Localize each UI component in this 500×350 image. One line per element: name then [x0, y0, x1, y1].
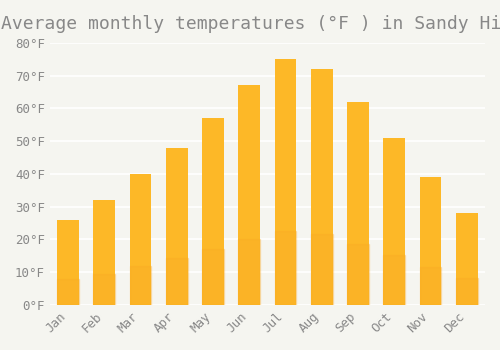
Bar — [166, 148, 188, 305]
Bar — [238, 85, 260, 305]
Bar — [384, 138, 405, 305]
Bar — [456, 278, 477, 305]
Bar — [347, 102, 369, 305]
Bar — [311, 234, 332, 305]
Bar — [130, 266, 152, 305]
Bar — [166, 258, 188, 305]
Bar — [274, 231, 296, 305]
Bar — [202, 118, 224, 305]
Bar — [420, 177, 442, 305]
Bar — [94, 200, 115, 305]
Bar — [456, 213, 477, 305]
Bar — [130, 174, 152, 305]
Bar — [274, 59, 296, 305]
Bar — [347, 244, 369, 305]
Bar — [202, 249, 224, 305]
Bar — [420, 267, 442, 305]
Bar — [384, 255, 405, 305]
Bar — [57, 280, 79, 305]
Bar — [57, 220, 79, 305]
Title: Average monthly temperatures (°F ) in Sandy Hills: Average monthly temperatures (°F ) in Sa… — [1, 15, 500, 33]
Bar — [94, 274, 115, 305]
Bar — [311, 69, 332, 305]
Bar — [238, 239, 260, 305]
